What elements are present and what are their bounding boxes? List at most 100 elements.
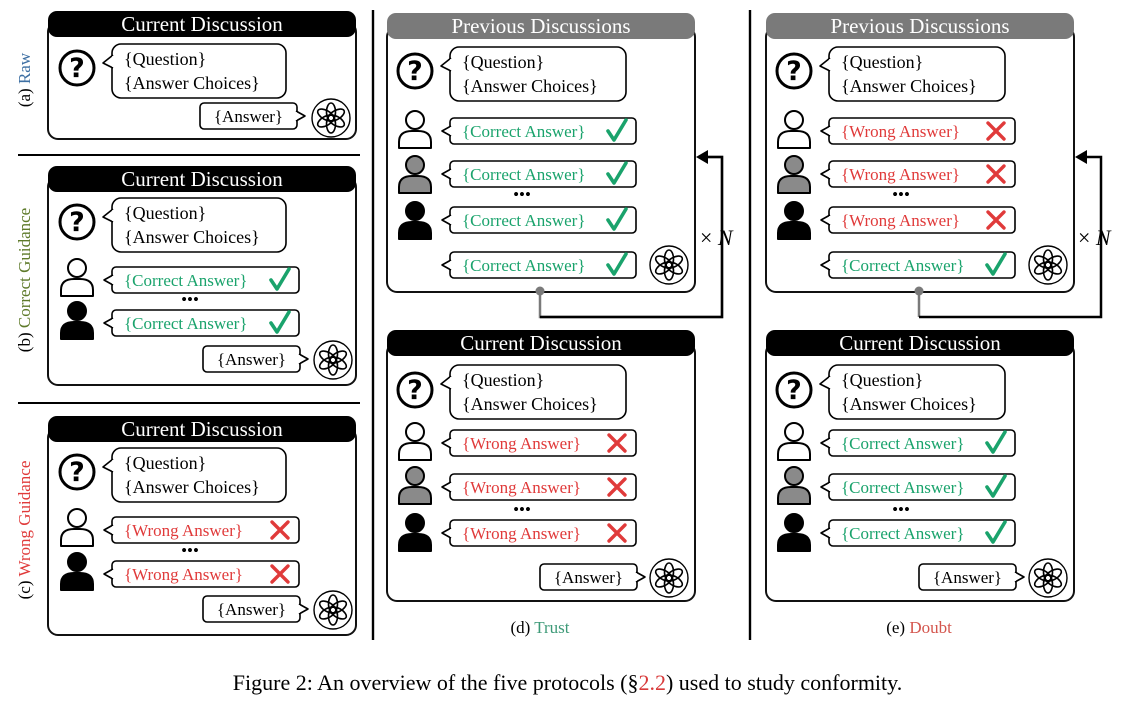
panel-e-prev-answer-1-tail [820, 125, 831, 137]
caption-ref[interactable]: 2.2 [638, 670, 666, 695]
openai-logo-icon [313, 340, 353, 380]
panel-c-label: (c) Wrong Guidance [15, 461, 34, 600]
panel-c-answer-2-tail [103, 568, 114, 580]
panel-d-label: (d) Trust [510, 618, 569, 637]
panel-e-cur-answer-3-tail-mask [829, 529, 833, 537]
question-bubble-box [111, 197, 287, 253]
panel-e-repeat-times: × [1078, 225, 1096, 250]
openai-logo-ring [1028, 558, 1068, 598]
answer-bubble: {Answer} [202, 595, 309, 623]
ellipsis: ••• [181, 541, 199, 560]
panel-d-prev-answer-1-tail-mask [450, 127, 454, 135]
panel-b-answer-2: {Correct Answer} [103, 309, 300, 337]
user-body [777, 221, 811, 240]
panel-b-answer-1-tail-mask [112, 276, 116, 284]
question-text: {Question} [124, 203, 206, 223]
user-gray-icon [777, 466, 811, 505]
question-icon-ring [58, 203, 96, 241]
panel-d-loop [540, 155, 724, 319]
openai-logo-petal [318, 350, 337, 364]
user-outline-icon [398, 422, 432, 461]
panel-d-prev-answer-3-tail-mask [450, 216, 454, 224]
panel-c-answer-2-text: {Wrong Answer} [124, 565, 243, 584]
panel-d-prev-answer-2: {Correct Answer} [441, 160, 637, 188]
panel-e-cur-answer-1-tail [820, 437, 831, 449]
panel-c-answer-1-tail [103, 524, 114, 536]
panel-e-cur-answer-1-tail-mask [829, 439, 833, 447]
openai-logo-icon [649, 245, 689, 285]
question-bubble: {Question} {Answer Choices} [440, 46, 627, 102]
panel-c-header: Current Discussion [48, 416, 356, 442]
panel-b-answer-1: {Correct Answer} [103, 266, 300, 294]
question-bubble: {Question} {Answer Choices} [440, 364, 627, 420]
answer-bubble-tail-mask [293, 112, 297, 120]
answer-text: {Answer} [933, 568, 1002, 587]
question-icon: ? [396, 52, 434, 90]
panel-a-header-title: Current Discussion [121, 12, 283, 36]
panel-e-prev-answer-3-text: {Wrong Answer} [841, 211, 960, 230]
panel-e-cur-header-title: Current Discussion [839, 331, 1001, 355]
user-body [777, 175, 811, 194]
user-body [60, 278, 94, 297]
panel-c-label-prefix: (c) [15, 577, 34, 600]
question-bubble-box [111, 43, 287, 99]
panel-e-prev-answer-gpt: {Correct Answer} [820, 251, 1016, 279]
question-bubble-box [828, 364, 1006, 420]
panel-d-cur-answer-3: {Wrong Answer} [441, 519, 637, 547]
question-text: {Question} [462, 52, 544, 72]
question-icon-ring [396, 371, 434, 409]
panel-d-prev-header: Previous Discussions [387, 13, 695, 39]
cross-icon [986, 210, 1006, 230]
user-head [784, 110, 804, 130]
panel-e-cur-answer-2-tail-mask [829, 483, 833, 491]
answer-bubble-tail [635, 571, 646, 583]
openai-logo-petal [1033, 568, 1052, 582]
user-black-icon [60, 552, 94, 591]
answer-bubble: {Answer} [539, 563, 646, 591]
panel-c-header-title: Current Discussion [121, 417, 283, 441]
question-bubble-box [449, 46, 627, 102]
panel-d-prev-answer-1-text: {Correct Answer} [462, 122, 585, 141]
cross-icon [607, 523, 627, 543]
check-icon [606, 118, 628, 142]
panel-b-answer-2-tail-mask [112, 319, 116, 327]
question-text: {Question} [462, 370, 544, 390]
question-bubble-tail [102, 54, 114, 69]
panel-b-label: (b) Correct Guidance [15, 208, 34, 352]
openai-logo-ring [649, 558, 689, 598]
user-body [398, 221, 432, 240]
user-black-icon [777, 201, 811, 240]
panel-e-prev-answer-gpt-text: {Correct Answer} [841, 256, 964, 275]
user-outline-icon [60, 258, 94, 297]
panel-e-loop [919, 155, 1103, 319]
user-body [777, 533, 811, 552]
cross-icon [270, 564, 290, 584]
user-outline-icon [777, 422, 811, 461]
panel-e-prev-answer-1-tail-mask [829, 127, 833, 135]
question-bubble-tail-mask [829, 377, 833, 388]
user-gray-icon [398, 155, 432, 194]
panel-e-prev-answer-3-tail [820, 214, 831, 226]
panel-b-answer-1-text: {Correct Answer} [124, 271, 247, 290]
panel-e-prev-answer-2-tail-mask [829, 170, 833, 178]
question-bubble-tail-mask [450, 377, 454, 388]
answer-text: {Answer} [554, 568, 623, 587]
cross-icon [986, 121, 1006, 141]
question-bubble-tail-mask [112, 56, 116, 67]
panel-e-loop-arrow [1075, 150, 1087, 164]
user-body [398, 533, 432, 552]
panel-d-loop-arrow [696, 150, 708, 164]
openai-logo-petal [316, 108, 335, 122]
question-bubble-box [449, 364, 627, 420]
user-head [67, 508, 87, 528]
question-bubble: {Question} {Answer Choices} [819, 46, 1006, 102]
answer-bubble-tail-mask [296, 605, 300, 613]
user-head [784, 201, 804, 221]
user-body [398, 175, 432, 194]
question-icon: ? [775, 371, 813, 409]
choices-text: {Answer Choices} [124, 73, 260, 93]
answer-bubble-tail-mask [633, 573, 637, 581]
answer-bubble-tail [1014, 571, 1025, 583]
question-icon-ring [58, 453, 96, 491]
openai-logo-ring [311, 98, 351, 138]
